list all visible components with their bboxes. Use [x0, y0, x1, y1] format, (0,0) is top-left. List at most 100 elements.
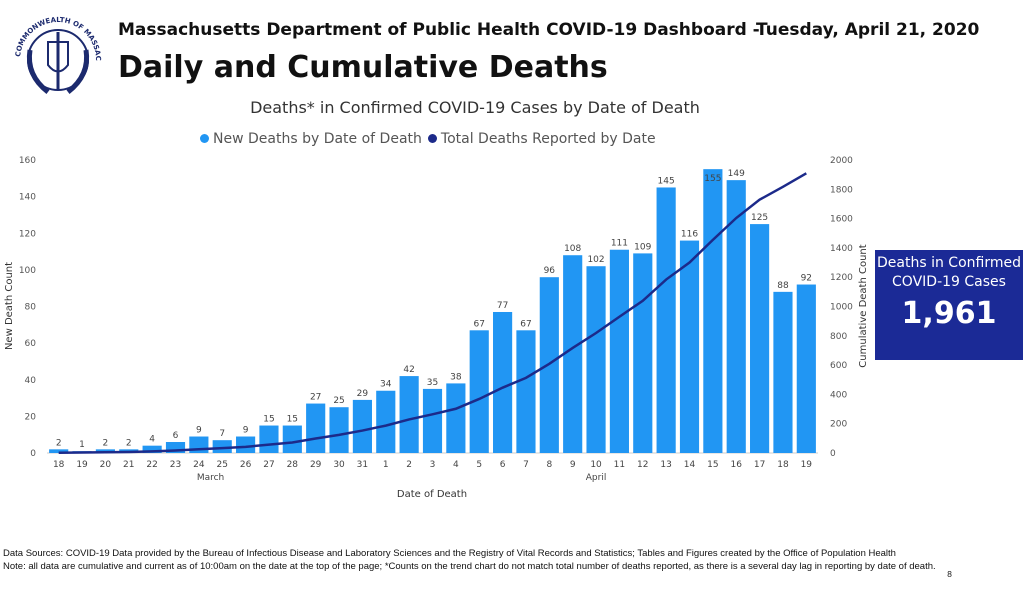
bar — [259, 425, 279, 453]
y2-tick-label: 1000 — [830, 303, 853, 313]
bar — [282, 425, 302, 453]
x-tick-label: 17 — [754, 460, 765, 470]
bar — [493, 311, 513, 453]
bar-data-label: 25 — [333, 396, 344, 406]
x-tick-label: 20 — [100, 460, 112, 470]
bar-data-label: 145 — [658, 176, 675, 186]
x-month-label: April — [586, 473, 607, 483]
x-tick-label: 2 — [406, 460, 412, 470]
x-tick-label: 3 — [430, 460, 436, 470]
bar-data-label: 6 — [173, 431, 179, 441]
dashboard-title: Massachusetts Department of Public Healt… — [118, 20, 760, 40]
bar — [586, 266, 606, 453]
bar — [703, 169, 723, 453]
y-tick-label: 160 — [19, 156, 36, 166]
bar-data-label: 9 — [243, 426, 249, 436]
x-tick-label: 16 — [731, 460, 743, 470]
bar — [165, 442, 186, 453]
bar-data-label: 88 — [777, 281, 789, 291]
x-tick-label: 18 — [777, 460, 789, 470]
y2-tick-label: 600 — [830, 361, 847, 371]
report-date: Tuesday, April 21, 2020 — [756, 20, 980, 40]
y-tick-label: 80 — [25, 303, 37, 313]
x-month-label: March — [197, 473, 224, 483]
footnote: Note: all data are cumulative and curren… — [3, 561, 936, 572]
bar — [446, 383, 466, 453]
cumulative-line — [58, 172, 807, 454]
y2-tick-label: 200 — [830, 420, 847, 430]
y-tick-label: 20 — [25, 412, 37, 422]
bar-data-label: 149 — [728, 169, 745, 179]
x-tick-label: 6 — [500, 460, 506, 470]
x-tick-label: 8 — [546, 460, 552, 470]
bar-data-label: 109 — [634, 242, 651, 252]
y-tick-label: 100 — [19, 266, 36, 276]
x-tick-label: 24 — [193, 460, 205, 470]
footer-notes: Data Sources: COVID-19 Data provided by … — [3, 547, 1003, 573]
chart-title: Deaths* in Confirmed COVID-19 Cases by D… — [250, 98, 700, 117]
bar-data-label: 35 — [427, 378, 438, 388]
bar-data-label: 102 — [587, 255, 604, 265]
bar-data-label: 7 — [219, 429, 225, 439]
bar-data-label: 155 — [704, 174, 721, 184]
bar-data-label: 67 — [520, 319, 531, 329]
y-tick-label: 60 — [25, 339, 37, 349]
x-tick-label: 30 — [333, 460, 345, 470]
card-value: 1,961 — [901, 296, 997, 331]
bar — [49, 449, 69, 453]
deaths-chart: 0204060801001201401600200400600800100012… — [4, 156, 869, 500]
x-tick-label: 7 — [523, 460, 529, 470]
y-tick-label: 40 — [25, 376, 37, 386]
bar-data-label: 67 — [474, 319, 485, 329]
x-tick-label: 21 — [123, 460, 134, 470]
bar — [399, 376, 419, 453]
legend-item-new[interactable]: New Deaths by Date of Death — [200, 131, 422, 147]
data-sources: Data Sources: COVID-19 Data provided by … — [3, 548, 896, 559]
bar-data-label: 34 — [380, 380, 392, 390]
x-tick-label: 23 — [170, 460, 181, 470]
x-tick-label: 19 — [801, 460, 813, 470]
x-tick-label: 9 — [570, 460, 576, 470]
bar — [609, 249, 629, 453]
x-axis-title: Date of Death — [397, 489, 467, 500]
bar-data-label: 42 — [403, 365, 414, 375]
bar — [469, 330, 489, 453]
bar — [236, 436, 256, 453]
x-tick-label: 5 — [476, 460, 482, 470]
y2-tick-label: 1600 — [830, 215, 853, 225]
y2-tick-label: 1400 — [830, 244, 853, 254]
y-tick-label: 0 — [30, 449, 36, 459]
bar-data-label: 4 — [149, 435, 155, 445]
x-tick-label: 28 — [287, 460, 299, 470]
y-tick-label: 140 — [19, 193, 36, 203]
y2-tick-label: 1200 — [830, 273, 853, 283]
x-tick-label: 12 — [637, 460, 648, 470]
bar — [563, 255, 583, 453]
bar — [656, 187, 676, 453]
bar — [796, 284, 816, 453]
bar-data-label: 108 — [564, 244, 581, 254]
x-tick-label: 29 — [310, 460, 322, 470]
y-axis-title: New Death Count — [4, 262, 15, 350]
x-tick-label: 31 — [357, 460, 368, 470]
bar-data-label: 116 — [681, 230, 698, 240]
bar-data-label: 111 — [611, 239, 628, 249]
bar — [679, 240, 700, 453]
bar-data-label: 27 — [310, 393, 321, 403]
y-tick-label: 120 — [19, 229, 36, 239]
y2-tick-label: 800 — [830, 332, 847, 342]
x-tick-label: 13 — [660, 460, 671, 470]
bar-data-label: 2 — [126, 438, 132, 448]
bar — [726, 180, 746, 454]
bar-data-label: 96 — [544, 266, 556, 276]
bar — [212, 440, 232, 453]
bar — [306, 403, 326, 453]
x-tick-label: 18 — [53, 460, 65, 470]
bar — [773, 291, 793, 453]
legend-item-total[interactable]: Total Deaths Reported by Date — [427, 131, 656, 147]
bar-data-label: 9 — [196, 426, 202, 436]
bar-data-label: 15 — [263, 415, 274, 425]
bar-data-label: 1 — [79, 440, 85, 450]
dph-seal-logo: COMMONWEALTH OF MASSACHUSETTS — [8, 10, 102, 94]
y2-tick-label: 2000 — [830, 156, 853, 166]
